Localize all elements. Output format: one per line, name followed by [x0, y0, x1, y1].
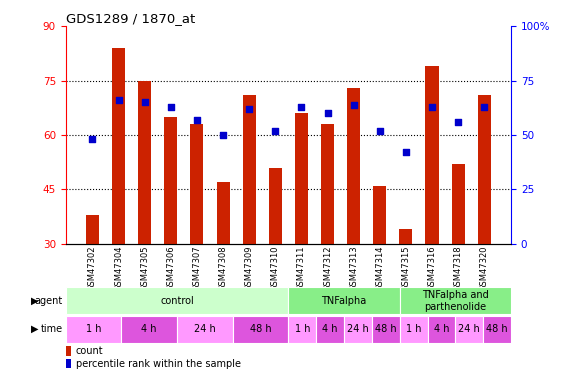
Text: TNFalpha: TNFalpha — [321, 296, 367, 306]
Point — [428, 104, 437, 110]
Text: percentile rank within the sample: percentile rank within the sample — [76, 358, 241, 369]
Bar — [295, 113, 308, 244]
Point — [349, 102, 358, 108]
Bar — [66, 316, 122, 343]
Bar — [269, 168, 282, 244]
Point — [192, 117, 202, 123]
Bar — [452, 164, 465, 244]
Bar — [66, 346, 71, 356]
Point — [323, 110, 332, 116]
Text: control: control — [160, 296, 194, 306]
Text: count: count — [76, 346, 103, 356]
Text: 4 h: 4 h — [323, 324, 338, 334]
Bar — [483, 316, 511, 343]
Bar — [428, 316, 456, 343]
Text: 24 h: 24 h — [459, 324, 480, 334]
Bar — [400, 316, 428, 343]
Text: 48 h: 48 h — [375, 324, 397, 334]
Bar — [112, 48, 125, 244]
Bar — [216, 182, 230, 244]
Bar — [321, 124, 334, 244]
Bar — [372, 316, 400, 343]
Point — [219, 132, 228, 138]
Bar — [66, 287, 288, 314]
Bar — [478, 95, 491, 244]
Bar — [243, 95, 256, 244]
Bar — [373, 186, 387, 244]
Point — [401, 149, 411, 155]
Point — [375, 128, 384, 134]
Bar — [456, 316, 483, 343]
Text: 24 h: 24 h — [347, 324, 369, 334]
Bar — [86, 215, 99, 244]
Text: 1 h: 1 h — [295, 324, 310, 334]
Bar — [138, 81, 151, 244]
Point — [297, 104, 306, 110]
Text: 1 h: 1 h — [86, 324, 101, 334]
Point — [453, 119, 463, 125]
Point — [88, 136, 97, 142]
Point — [271, 128, 280, 134]
Text: time: time — [41, 324, 63, 334]
Bar — [233, 316, 288, 343]
Bar — [399, 229, 412, 244]
Point — [480, 104, 489, 110]
Bar — [425, 66, 439, 244]
Bar — [66, 358, 71, 368]
Text: 48 h: 48 h — [486, 324, 508, 334]
Bar — [288, 316, 316, 343]
Bar — [122, 316, 177, 343]
Bar — [316, 316, 344, 343]
Text: 48 h: 48 h — [250, 324, 271, 334]
Point — [166, 104, 175, 110]
Bar — [347, 88, 360, 244]
Text: GDS1289 / 1870_at: GDS1289 / 1870_at — [66, 12, 195, 25]
Text: TNFalpha and
parthenolide: TNFalpha and parthenolide — [422, 290, 489, 312]
Text: ▶: ▶ — [31, 324, 39, 334]
Point — [114, 97, 123, 103]
Text: 1 h: 1 h — [406, 324, 421, 334]
Bar — [344, 316, 372, 343]
Bar — [190, 124, 203, 244]
Text: agent: agent — [35, 296, 63, 306]
Text: 4 h: 4 h — [142, 324, 157, 334]
Bar — [177, 316, 233, 343]
Bar — [288, 287, 400, 314]
Text: ▶: ▶ — [31, 296, 39, 306]
Bar — [400, 287, 511, 314]
Text: 24 h: 24 h — [194, 324, 216, 334]
Point — [140, 99, 149, 105]
Point — [244, 106, 254, 112]
Bar — [164, 117, 178, 244]
Text: 4 h: 4 h — [434, 324, 449, 334]
